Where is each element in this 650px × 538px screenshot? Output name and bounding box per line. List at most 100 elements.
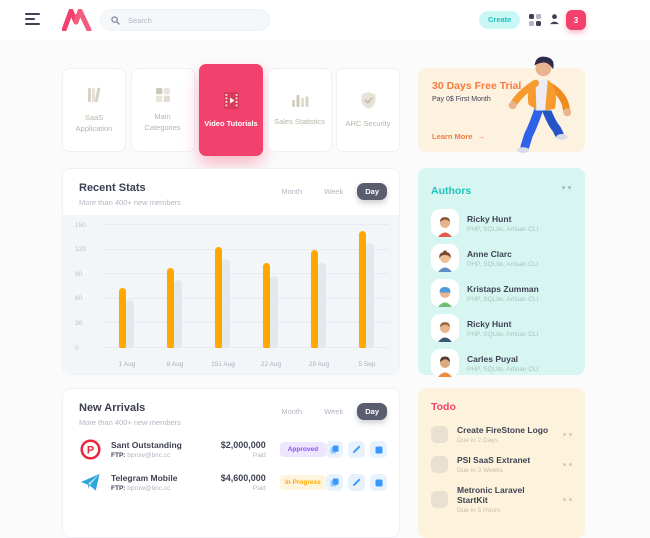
shield-check-icon xyxy=(361,91,375,109)
arrival-amount-status: Paid xyxy=(252,485,266,492)
create-button[interactable]: Create xyxy=(479,11,521,29)
author-skills: PHP, SQLite, Artisan CLI xyxy=(467,260,539,268)
author-row[interactable]: Anne Clarc PHP, SQLite, Artisan CLI xyxy=(431,244,572,272)
recent-stats-subtitle: More than 400+ new members xyxy=(79,198,181,207)
search-input[interactable] xyxy=(126,14,259,26)
avatar xyxy=(431,314,459,342)
toggle-day[interactable]: Day xyxy=(357,183,387,200)
card-saas-application[interactable]: SaaS Application xyxy=(62,68,126,152)
trial-subtitle: Pay 0$ First Month xyxy=(432,96,491,103)
y-axis-tick: 150 xyxy=(75,221,86,229)
toggle-month[interactable]: Month xyxy=(281,407,303,416)
author-name: Kristaps Zumman xyxy=(467,283,539,294)
bar-previous xyxy=(222,259,230,348)
card-sales-statistics[interactable]: Sales Statistics xyxy=(267,68,332,152)
arrival-row: Telegram Mobile FTP: bprow@bnc.cc $4,600… xyxy=(63,466,399,499)
toggle-day[interactable]: Day xyxy=(357,403,387,420)
edit-button[interactable] xyxy=(348,474,365,491)
learn-more-link[interactable]: Learn More → xyxy=(432,132,485,141)
toggle-week[interactable]: Week xyxy=(324,187,344,196)
card-main-categories[interactable]: Main Categories xyxy=(130,68,195,152)
bar-current xyxy=(263,262,270,348)
svg-text:P: P xyxy=(86,445,93,457)
apps-grid-icon[interactable] xyxy=(529,14,541,26)
walking-person-illustration xyxy=(508,56,572,154)
todo-item-title: Metronic Laravel StartKit xyxy=(457,485,525,505)
film-play-icon xyxy=(223,91,239,109)
new-arrivals-panel: New Arrivals More than 400+ new members … xyxy=(62,388,400,538)
grid-line xyxy=(103,273,389,275)
todo-item-title: PSI SaaS Extranet xyxy=(457,455,531,465)
period-toggle-group: Month Week Day xyxy=(273,183,387,200)
more-options-icon[interactable] xyxy=(563,433,572,436)
authors-panel: Authors Ricky Hunt PHP, SQLite, Artisan … xyxy=(418,168,585,377)
books-icon xyxy=(88,88,101,103)
bar-previous xyxy=(174,279,182,348)
grid-line xyxy=(103,297,389,299)
grid-line xyxy=(103,248,389,250)
todo-item[interactable]: PSI SaaS Extranet Due in 3 Weeks xyxy=(431,455,572,474)
user-profile-icon[interactable] xyxy=(548,13,561,26)
hamburger-menu-icon[interactable] xyxy=(25,13,40,25)
recent-stats-title: Recent Stats xyxy=(79,182,146,194)
copy-button[interactable] xyxy=(326,474,343,491)
arrival-amount: $4,600,000 xyxy=(220,473,266,483)
author-name: Ricky Hunt xyxy=(467,318,512,329)
period-toggle-group: Month Week Day xyxy=(273,403,387,420)
card-label: Main Categories xyxy=(144,112,181,132)
new-arrivals-title: New Arrivals xyxy=(79,402,146,414)
arrival-app-name: Telegram Mobile xyxy=(111,473,178,483)
grid-line xyxy=(103,322,389,324)
toggle-week[interactable]: Week xyxy=(324,407,344,416)
todo-item-due: Due in 2 Days xyxy=(457,437,498,444)
todo-panel: Todo Create FireStone Logo Due in 2 Days… xyxy=(418,388,585,538)
y-axis-tick: 60 xyxy=(75,295,83,303)
bar-current xyxy=(167,268,174,348)
x-axis-tick: 8 Aug xyxy=(166,361,184,368)
notification-badge[interactable]: 3 xyxy=(566,10,586,30)
avatar xyxy=(431,349,459,377)
card-video-tutorials[interactable]: Video Tutorials xyxy=(199,64,263,156)
copy-button[interactable] xyxy=(326,441,343,458)
arrival-ftp: FTP: bprow@bnc.cc xyxy=(111,485,171,492)
p-logo-icon: P xyxy=(79,439,101,461)
status-badge: In Progress xyxy=(279,475,326,490)
x-axis-tick: 1 Aug xyxy=(118,361,136,368)
author-row[interactable]: Ricky Hunt PHP, SQLite, Artisan CLI xyxy=(431,209,572,237)
arrival-app-name: Sant Outstanding xyxy=(111,440,182,450)
delete-button[interactable] xyxy=(370,441,387,458)
more-options-icon[interactable] xyxy=(563,463,572,466)
edit-button[interactable] xyxy=(348,441,365,458)
card-label: SaaS Application xyxy=(75,113,113,133)
x-axis-tick: 5 Sep xyxy=(358,361,376,368)
card-arc-security[interactable]: ARC Security xyxy=(336,68,400,152)
delete-button[interactable] xyxy=(370,474,387,491)
todo-list: Create FireStone Logo Due in 2 Days PSI … xyxy=(431,425,572,514)
author-row[interactable]: Kristaps Zumman PHP, SQLite, Artisan CLI xyxy=(431,279,572,307)
x-axis-tick: 29 Aug xyxy=(308,361,330,368)
bar-previous xyxy=(366,243,374,348)
arrival-amount-status: Paid xyxy=(252,452,266,459)
arrow-right-icon: → xyxy=(477,132,485,141)
bar-current xyxy=(215,247,222,348)
more-options-icon[interactable] xyxy=(562,186,571,189)
todo-item[interactable]: Create FireStone Logo Due in 2 Days xyxy=(431,425,572,444)
search-icon xyxy=(111,15,120,25)
grid-line xyxy=(103,347,389,348)
author-skills: PHP, SQLite, Artisan CLI xyxy=(467,330,539,338)
new-arrivals-subtitle: More than 400+ new members xyxy=(79,418,181,427)
x-axis-tick: 22 Aug xyxy=(260,361,282,368)
category-cards-row: SaaS Application Main Categories Video T… xyxy=(62,64,400,156)
y-axis-tick: 120 xyxy=(75,246,86,254)
todo-item-title: Create FireStone Logo xyxy=(457,425,549,435)
recent-stats-panel: Recent Stats More than 400+ new members … xyxy=(62,168,400,375)
author-name: Ricky Hunt xyxy=(467,213,512,224)
app-logo[interactable] xyxy=(62,9,92,31)
card-label: Sales Statistics xyxy=(274,117,325,127)
author-row[interactable]: Carles Puyal PHP, SQLite, Artisan CLI xyxy=(431,349,572,377)
toggle-month[interactable]: Month xyxy=(281,187,303,196)
grid-line xyxy=(103,224,389,225)
author-row[interactable]: Ricky Hunt PHP, SQLite, Artisan CLI xyxy=(431,314,572,342)
grid-squares-icon xyxy=(155,88,170,103)
free-trial-card: 30 Days Free Trial Pay 0$ First Month Le… xyxy=(418,56,585,154)
